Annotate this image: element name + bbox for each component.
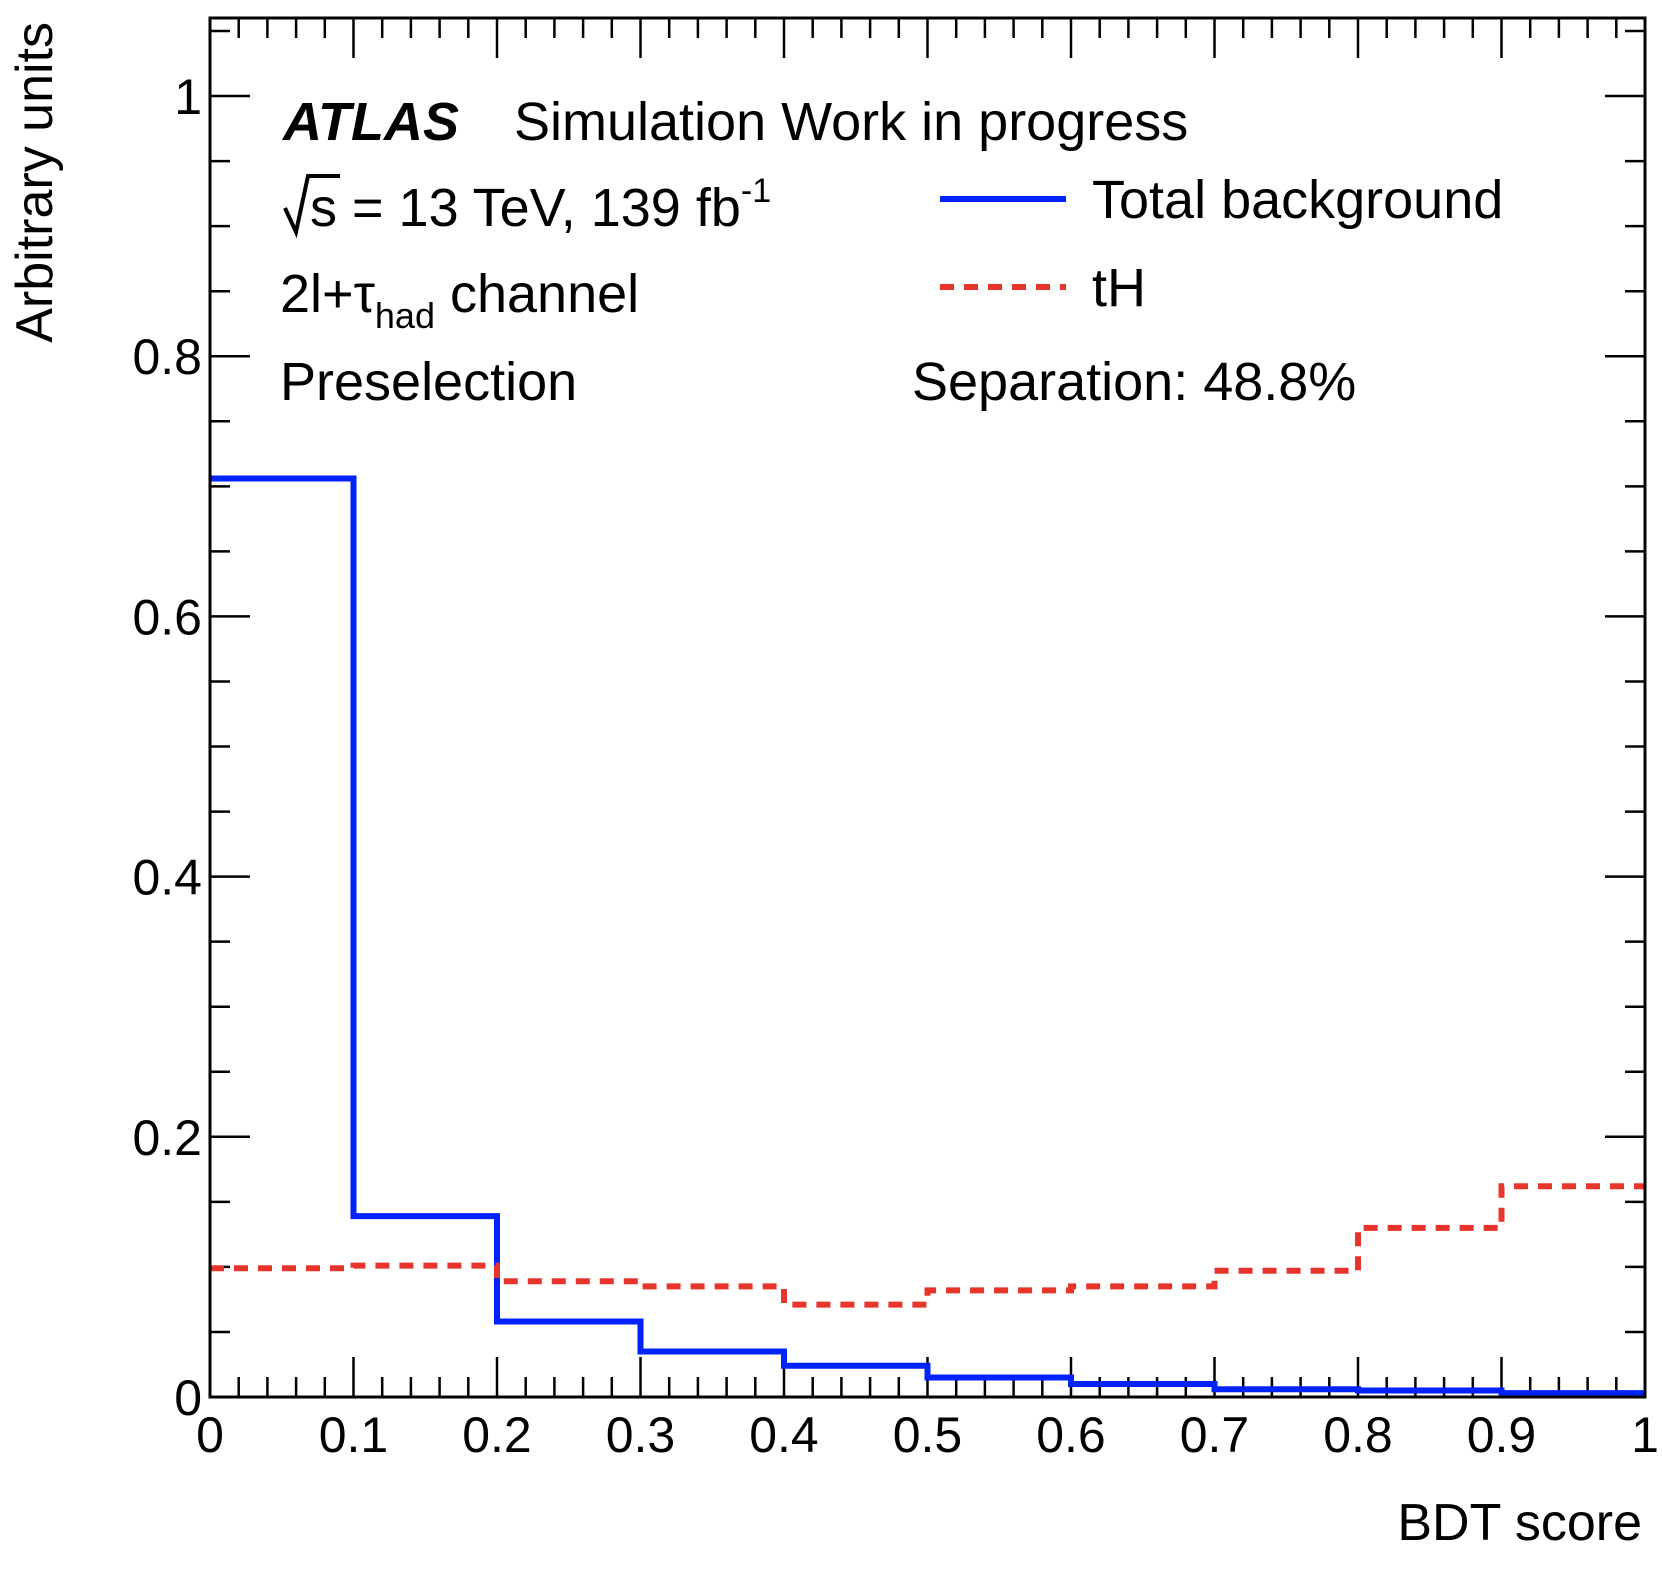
x-axis-label: BDT score (1397, 1494, 1642, 1552)
x-tick-label: 0.6 (1036, 1407, 1106, 1463)
legend: Total background tH (940, 170, 1503, 318)
atlas-label: ATLAS (281, 92, 459, 152)
energy-annotation: s = 13 TeV, 139 fb-1 (283, 172, 771, 239)
selection-annotation: Preselection (280, 352, 577, 412)
x-tick-label: 1 (1631, 1407, 1659, 1463)
y-tick-label: 0.8 (132, 329, 202, 385)
x-tick-label: 0.7 (1180, 1407, 1250, 1463)
x-tick-label: 0.2 (462, 1407, 532, 1463)
x-tick-label: 0.5 (893, 1407, 963, 1463)
energy-superscript: -1 (741, 172, 771, 210)
legend-label-th: tH (1092, 258, 1146, 318)
y-tick-label: 0.4 (132, 850, 202, 906)
y-tick-labels: 0 0.2 0.4 0.6 0.8 1 (132, 69, 202, 1426)
legend-label-total-background: Total background (1092, 170, 1503, 230)
x-tick-label: 0.9 (1467, 1407, 1537, 1463)
x-tick-label: 0.3 (606, 1407, 676, 1463)
series-layer (210, 475, 1645, 1397)
y-axis-label: Arbitrary units (6, 22, 64, 343)
plot-frame (208, 16, 1647, 1399)
separation-annotation: Separation: 48.8% (912, 352, 1356, 412)
x-tick-label: 0.4 (749, 1407, 819, 1463)
y-tick-label: 0 (174, 1370, 202, 1426)
channel-subscript: had (375, 295, 435, 336)
x-tick-label: 0 (196, 1407, 224, 1463)
y-tick-label: 1 (174, 69, 202, 125)
atlas-suffix: Simulation Work in progress (514, 92, 1188, 152)
channel-annotation: 2l+τhad channel (280, 264, 639, 336)
energy-text: s = 13 TeV, 139 fb (310, 178, 741, 238)
x-tick-labels: 0 0.1 0.2 0.3 0.4 0.5 0.6 0.7 0.8 0.9 1 (196, 1407, 1659, 1463)
x-tick-label: 0.1 (319, 1407, 389, 1463)
svg-text:s = 13 TeV, 139 fb-1: s = 13 TeV, 139 fb-1 (310, 172, 771, 238)
x-tick-label: 0.8 (1323, 1407, 1393, 1463)
y-tick-label: 0.6 (132, 589, 202, 645)
series-total-background (210, 475, 1645, 1397)
sqrt-symbol (283, 174, 340, 239)
series-th (210, 1183, 1645, 1308)
y-tick-label: 0.2 (132, 1110, 202, 1166)
